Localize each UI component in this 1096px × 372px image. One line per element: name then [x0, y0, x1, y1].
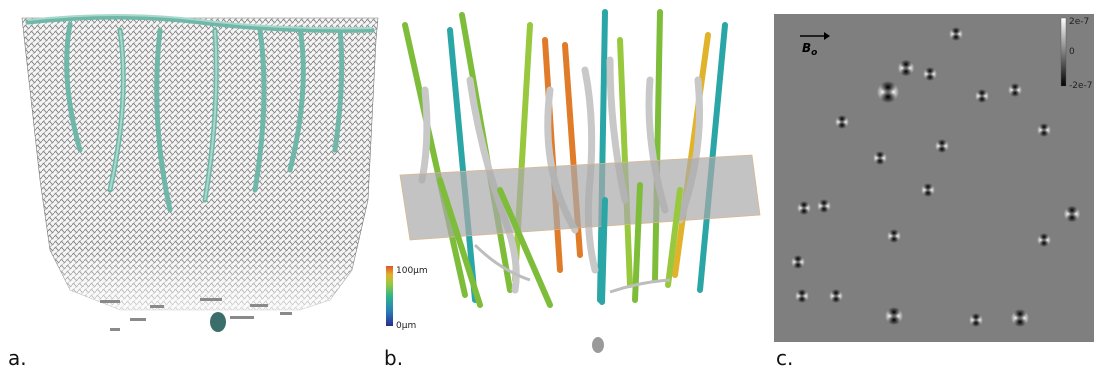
debris-fragments — [100, 298, 292, 331]
field-colorbar — [1060, 17, 1067, 87]
panel-c: Bo 2e-7 0 -2e-7 c. — [770, 0, 1096, 372]
vessel-branches — [473, 243, 671, 294]
colorbar-tick-min: -2e-7 — [1069, 81, 1092, 91]
field-label: Bo — [802, 41, 817, 58]
arrow-head-icon — [824, 32, 830, 40]
field-map-background — [774, 14, 1094, 342]
depth-colorbar — [386, 266, 393, 326]
vessel-highlights — [27, 14, 373, 201]
vessel-stump — [210, 312, 226, 332]
imaging-plane — [399, 154, 761, 241]
foreground-cylinders — [437, 177, 683, 308]
field-perturbation-map: Bo 2e-7 0 -2e-7 — [774, 14, 1094, 342]
panel-a: a. — [0, 0, 380, 372]
panel-b: 100µm 0µm b. — [380, 0, 770, 372]
panel-label-a: a. — [8, 346, 27, 370]
colorbar-tick-max: 2e-7 — [1069, 17, 1089, 27]
colorbar-tick-zero: 0 — [1069, 47, 1075, 57]
vessel-stub — [592, 337, 604, 353]
colorbar-max-label: 100µm — [396, 266, 428, 276]
panel-label-c: c. — [776, 346, 794, 370]
colorbar-min-label: 0µm — [396, 321, 416, 331]
background-cylinders — [402, 9, 728, 303]
panel-label-b: b. — [384, 346, 404, 370]
vascular-network-render — [20, 10, 380, 332]
cylinder-vessel-model: 100µm 0µm — [386, 9, 761, 353]
